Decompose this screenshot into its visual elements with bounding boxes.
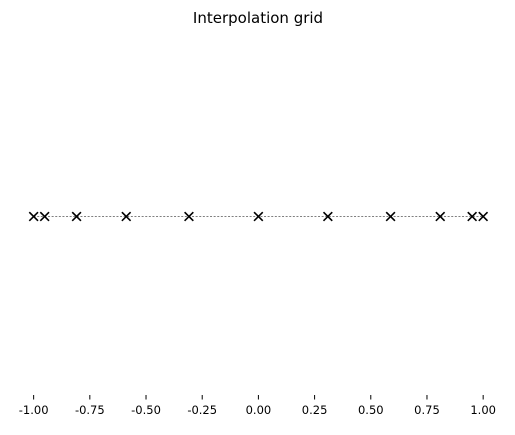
data-point-marker (253, 211, 264, 222)
x-tick-label: -0.75 (75, 403, 105, 417)
x-tick-label: -0.50 (131, 403, 161, 417)
plot-area (28, 211, 489, 222)
data-point-marker (467, 211, 478, 222)
data-point-marker (435, 211, 446, 222)
x-tick-label: 0.00 (246, 403, 272, 417)
data-point-marker (385, 211, 396, 222)
data-point-marker (28, 211, 39, 222)
x-tick-label: 0.50 (358, 403, 384, 417)
data-point-marker (71, 211, 82, 222)
x-tick-label: -1.00 (19, 403, 49, 417)
x-tick-label: -0.25 (187, 403, 217, 417)
data-point-marker (121, 211, 132, 222)
x-axis: -1.00 -0.75 -0.50 -0.25 0.00 0.25 0.50 0.75 1.00 (19, 395, 496, 417)
x-tick-label: 0.75 (414, 403, 440, 417)
x-tick-label: 0.25 (302, 403, 328, 417)
chart-title: Interpolation grid (193, 9, 323, 27)
x-tick-label: 1.00 (470, 403, 496, 417)
data-point-marker (322, 211, 333, 222)
data-point-marker (39, 211, 50, 222)
data-point-marker (478, 211, 489, 222)
data-point-marker (184, 211, 194, 222)
